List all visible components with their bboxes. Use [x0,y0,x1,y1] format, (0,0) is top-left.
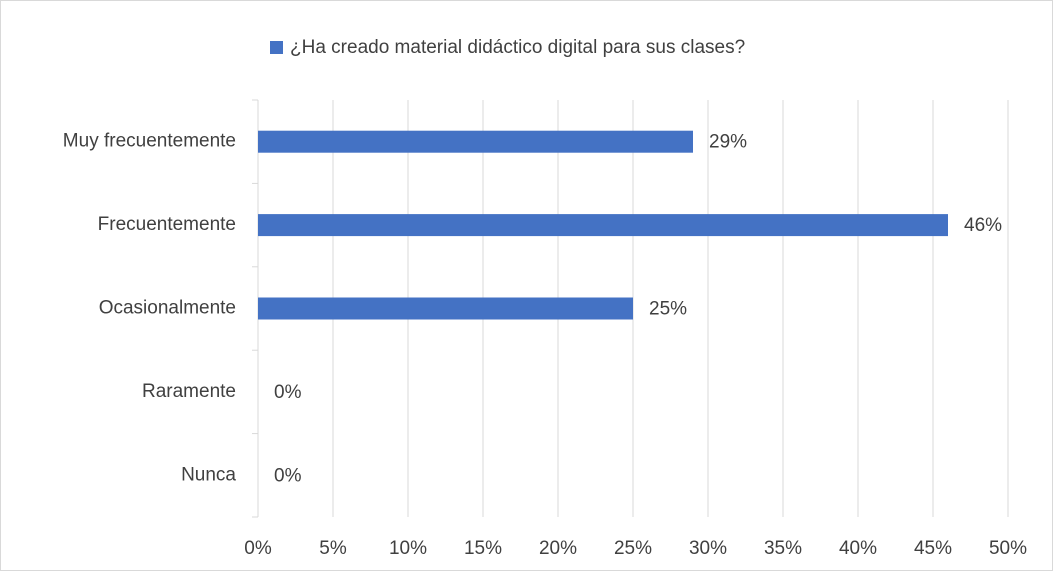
x-tick-label: 45% [914,538,952,559]
legend-label: ¿Ha creado material didáctico digital pa… [290,37,745,58]
data-label: 46% [964,215,1002,236]
legend-swatch [270,41,283,54]
y-tick-label: Frecuentemente [98,214,236,235]
data-label: 25% [649,299,687,320]
y-tick-label: Ocasionalmente [99,298,236,319]
bar [258,214,948,237]
x-tick-label: 0% [244,538,272,559]
data-label: 0% [274,382,302,403]
x-tick-label: 35% [764,538,802,559]
x-tick-label: 30% [689,538,727,559]
x-tick-label: 20% [539,538,577,559]
data-label: 29% [709,132,747,153]
x-tick-label: 15% [464,538,502,559]
x-tick-label: 25% [614,538,652,559]
bar [258,297,633,320]
x-tick-label: 5% [319,538,347,559]
x-tick-label: 40% [839,538,877,559]
x-tick-label: 50% [989,538,1027,559]
x-tick-label: 10% [389,538,427,559]
y-tick-label: Muy frecuentemente [63,131,236,152]
data-label: 0% [274,465,302,486]
bar [258,130,693,153]
y-tick-label: Nunca [181,464,236,485]
y-tick-label: Raramente [142,381,236,402]
